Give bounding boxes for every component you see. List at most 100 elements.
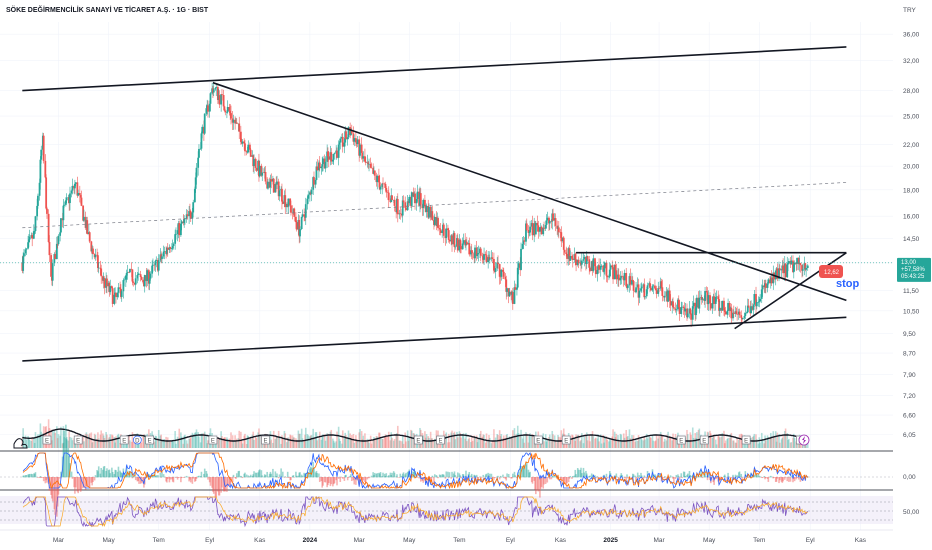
alert-badge[interactable]: 12,62 — [819, 265, 843, 278]
macd-hist-bar — [533, 477, 535, 481]
volume-bar — [217, 439, 220, 448]
trendlines-layer[interactable] — [22, 46, 847, 362]
volume-bar — [278, 436, 281, 448]
macd-hist-bar — [581, 473, 583, 478]
macd-hist-bar — [737, 472, 740, 478]
candle-body — [527, 229, 530, 233]
volume-bar — [244, 433, 246, 448]
candle-body — [214, 88, 217, 90]
macd-hist-bar — [632, 474, 635, 478]
event-marker[interactable]: E — [533, 435, 543, 445]
event-marker[interactable]: E — [208, 435, 218, 445]
volume-bar — [450, 432, 452, 448]
macd-hist-bar — [780, 477, 783, 482]
volume-bar — [383, 436, 386, 448]
volume-bar — [571, 435, 574, 448]
macd-hist-bar — [464, 476, 466, 478]
macd-hist-bar — [677, 476, 680, 478]
volume-bar — [506, 433, 508, 448]
event-marker[interactable]: E — [261, 435, 270, 445]
macd-hist-bar — [364, 477, 367, 485]
candle-body — [497, 262, 499, 265]
volume-bar — [171, 439, 173, 448]
candle-body — [185, 214, 188, 219]
event-marker[interactable]: E — [676, 435, 686, 445]
event-marker[interactable]: E — [119, 435, 129, 445]
tradingview-logo-icon[interactable] — [13, 438, 28, 449]
event-marker[interactable]: E — [73, 435, 83, 445]
macd-hist-bar — [562, 477, 564, 480]
macd-hist-bar — [735, 476, 738, 478]
volume-bar — [228, 438, 231, 448]
event-marker[interactable]: D — [132, 435, 142, 445]
candle-body — [189, 211, 191, 212]
macd-hist-bar — [574, 469, 577, 478]
macd-hist-bar — [602, 475, 604, 478]
candle-body — [774, 270, 777, 280]
candle-body — [410, 192, 413, 206]
price-axis[interactable]: 36,0032,0028,0025,0022,0020,0018,0016,00… — [903, 32, 920, 439]
candle-body — [726, 310, 729, 315]
volume-bar — [763, 443, 766, 448]
volume-bar — [347, 430, 350, 448]
volume-bar — [410, 429, 412, 448]
volume-bar — [590, 435, 593, 448]
candle-body — [606, 275, 609, 278]
volume-bar — [214, 442, 217, 448]
volume-bar — [68, 431, 70, 448]
volume-bar — [528, 435, 531, 448]
volume-bar — [649, 437, 651, 448]
macd-hist-bar — [767, 477, 770, 482]
event-marker[interactable]: E — [561, 435, 571, 445]
candle-body — [588, 259, 591, 268]
macd-hist-bar — [625, 477, 627, 481]
macd-hist-bar — [505, 477, 508, 481]
candle-body — [644, 296, 646, 298]
trendline-channel-bottom[interactable] — [22, 316, 847, 362]
volume-bar — [652, 440, 655, 448]
volume-bar — [447, 442, 449, 448]
volume-bar — [663, 441, 665, 448]
macd-hist-bar — [88, 477, 90, 487]
event-marker[interactable]: E — [413, 435, 423, 445]
event-marker[interactable]: E — [42, 435, 52, 445]
volume-bar — [582, 443, 585, 448]
candle-body — [740, 315, 743, 318]
volume-bar — [392, 440, 395, 448]
volume-bar — [280, 443, 282, 448]
volume-bar — [585, 432, 588, 448]
volume-bar — [119, 443, 121, 448]
macd-hist-bar — [539, 477, 541, 498]
candle-body — [736, 313, 739, 315]
event-marker[interactable]: E — [436, 435, 445, 445]
macd-hist-bar — [620, 473, 623, 478]
candle-body — [730, 307, 733, 319]
volume-bar — [54, 432, 56, 448]
event-marker[interactable]: E — [145, 435, 155, 445]
lightning-icon[interactable] — [798, 434, 810, 446]
macd-hist-bar — [65, 424, 67, 478]
macd-hist-bar — [148, 475, 151, 478]
candle-body — [661, 287, 664, 296]
time-axis[interactable]: Mar May Tem Eyl Kas 2024 Mar May Tem Eyl Kas 2025 Ma… — [53, 537, 867, 544]
candle-body — [339, 138, 342, 143]
volume-bar — [772, 431, 775, 448]
candle-body — [477, 253, 480, 255]
event-marker[interactable]: E — [741, 435, 751, 445]
candle-body — [600, 265, 603, 267]
macd-hist-bar — [295, 471, 297, 478]
macd-hist-bar — [337, 477, 340, 479]
candle-body — [327, 156, 330, 160]
macd-hist-bar — [183, 477, 185, 478]
trendline-descending-resistance[interactable] — [212, 81, 847, 302]
event-markers[interactable]: EEEDEEEEEEEEEEE — [42, 435, 805, 445]
volume-bar — [548, 436, 550, 448]
trendline-channel-top[interactable] — [22, 46, 847, 92]
volume-bar — [606, 439, 609, 448]
macd-hist-bar — [373, 474, 375, 478]
macd-hist-bar — [162, 474, 165, 478]
macd-hist-bar — [260, 470, 263, 478]
event-marker[interactable]: E — [699, 435, 709, 445]
candle-body — [475, 247, 478, 256]
